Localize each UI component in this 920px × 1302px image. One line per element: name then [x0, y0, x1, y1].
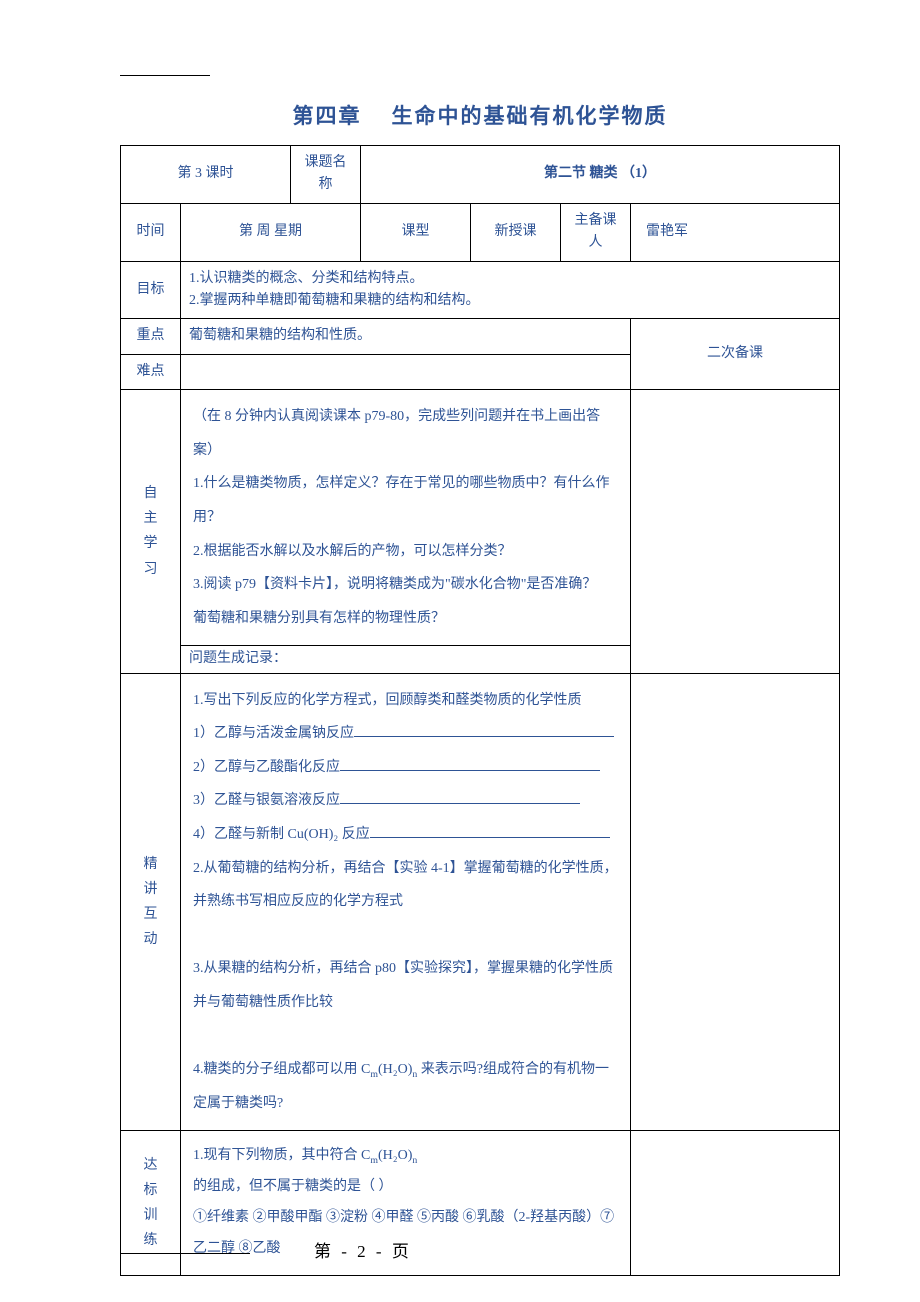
- keypoint-row: 重点 葡萄糖和果糖的结构和性质。 二次备课: [121, 319, 840, 354]
- difficulty-label: 难点: [121, 354, 181, 389]
- lecture-p2: 2.从葡萄糖的结构分析，再结合【实验 4-1】掌握葡萄糖的化学性质，并熟练书写相…: [193, 852, 618, 919]
- self-study-row-1: 自 主 学 习 （在 8 分钟内认真阅读课本 p79-80，完成些列问题并在书上…: [121, 390, 840, 646]
- top-horizontal-rule: [120, 75, 210, 76]
- lecture-r4: 4）乙醛与新制 Cu(OH)₂ 反应: [193, 818, 618, 852]
- page-footer: 第 - 2 - 页: [120, 1237, 840, 1262]
- preparer-value: 雷艳军: [631, 203, 840, 261]
- self-study-q4: 葡萄糖和果糖分别具有怎样的物理性质？: [193, 602, 618, 636]
- self-study-q3: 3.阅读 p79【资料卡片】，说明将糖类成为"碳水化合物"是否准确？: [193, 568, 618, 602]
- difficulty-content: [181, 354, 631, 389]
- lecture-row: 精 讲 互 动 1.写出下列反应的化学方程式，回顾醇类和醛类物质的化学性质 1）…: [121, 673, 840, 1131]
- goal-label: 目标: [121, 261, 181, 319]
- lesson-number-cell: 第 3 课时: [121, 146, 291, 204]
- goal-line-2: 2.掌握两种单糖即葡萄糖和果糖的结构和结构。: [189, 290, 831, 312]
- goal-content: 1.认识糖类的概念、分类和结构特点。 2.掌握两种单糖即葡萄糖和果糖的结构和结构…: [181, 261, 840, 319]
- secondary-prep-label: 二次备课: [631, 319, 840, 390]
- keypoint-content: 葡萄糖和果糖的结构和性质。: [181, 319, 631, 354]
- chapter-name: 生命中的基础有机化学物质: [392, 104, 668, 128]
- week-cell: 第 周 星期: [181, 203, 361, 261]
- keypoint-label: 重点: [121, 319, 181, 354]
- footer-rule: [120, 1253, 250, 1254]
- chapter-number: 第四章: [293, 104, 362, 128]
- lesson-plan-table: 第 3 课时 课题名称 第二节 糖类 （1） 时间 第 周 星期 课型 新授课 …: [120, 145, 840, 1276]
- time-row: 时间 第 周 星期 课型 新授课 主备课人 雷艳军: [121, 203, 840, 261]
- lecture-content: 1.写出下列反应的化学方程式，回顾醇类和醛类物质的化学性质 1）乙醇与活泼金属钠…: [181, 673, 631, 1131]
- self-study-side: [631, 390, 840, 674]
- type-value: 新授课: [471, 203, 561, 261]
- lecture-p1: 1.写出下列反应的化学方程式，回顾醇类和醛类物质的化学性质: [193, 684, 618, 718]
- lecture-r3: 3）乙醛与银氨溶液反应: [193, 784, 618, 818]
- goal-line-1: 1.认识糖类的概念、分类和结构特点。: [189, 268, 831, 290]
- topic-name-label: 课题名称: [291, 146, 361, 204]
- lecture-label: 精 讲 互 动: [121, 673, 181, 1131]
- time-label: 时间: [121, 203, 181, 261]
- chapter-title: 第四章 生命中的基础有机化学物质: [120, 100, 840, 130]
- section-title: 第二节 糖类 （1）: [361, 146, 840, 204]
- lecture-p4: 4.糖类的分子组成都可以用 Cm(H₂O)n 来表示吗?组成符合的有机物一定属于…: [193, 1053, 618, 1120]
- lecture-r2: 2）乙醇与乙酸酯化反应: [193, 751, 618, 785]
- lecture-r1: 1）乙醇与活泼金属钠反应: [193, 717, 618, 751]
- lecture-spacer-1: [193, 919, 618, 953]
- lecture-spacer-2: [193, 1020, 618, 1054]
- self-study-q2: 2.根据能否水解以及水解后的产物，可以怎样分类？: [193, 535, 618, 569]
- preparer-label: 主备课人: [561, 203, 631, 261]
- type-label: 课型: [361, 203, 471, 261]
- self-study-content: （在 8 分钟内认真阅读课本 p79-80，完成些列问题并在书上画出答案） 1.…: [181, 390, 631, 646]
- header-row: 第 3 课时 课题名称 第二节 糖类 （1）: [121, 146, 840, 204]
- self-study-q1: 1.什么是糖类物质，怎样定义？存在于常见的哪些物质中？有什么作用？: [193, 467, 618, 534]
- self-study-label: 自 主 学 习: [121, 390, 181, 674]
- lecture-p3: 3.从果糖的结构分析，再结合 p80【实验探究】，掌握果糖的化学性质并与葡萄糖性…: [193, 952, 618, 1019]
- self-study-intro: （在 8 分钟内认真阅读课本 p79-80，完成些列问题并在书上画出答案）: [193, 400, 618, 467]
- page-number: 第 - 2 - 页: [314, 1242, 412, 1261]
- goal-row: 目标 1.认识糖类的概念、分类和结构特点。 2.掌握两种单糖即葡萄糖和果糖的结构…: [121, 261, 840, 319]
- practice-q1: 1.现有下列物质，其中符合 Cm(H₂O)n 的组成，但不属于糖类的是（ ）: [193, 1141, 618, 1203]
- lecture-side: [631, 673, 840, 1131]
- self-study-record: 问题生成记录：: [181, 646, 631, 673]
